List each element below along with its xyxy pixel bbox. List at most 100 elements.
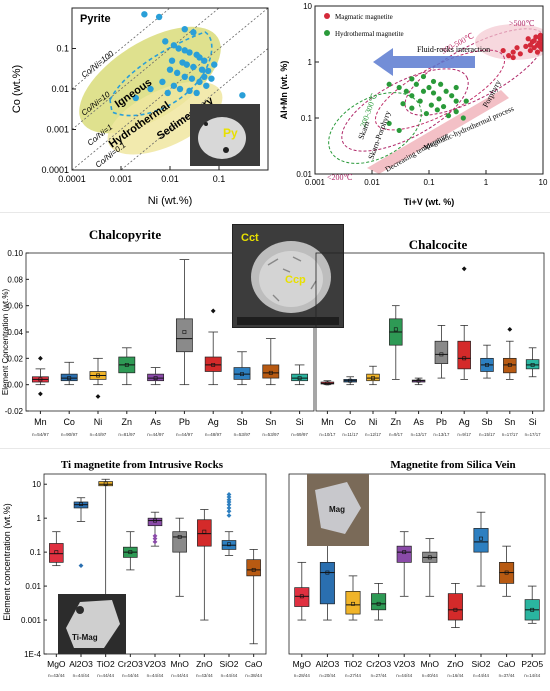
ti-magnetite-count-label: n=43/44	[48, 673, 65, 678]
magnetite-x-tick-label: 0.1	[423, 178, 435, 187]
pyrite-y-label: Co (wt.%)	[11, 65, 23, 113]
hydrothermal-point	[453, 109, 459, 115]
chalcopyrite-mean	[124, 363, 129, 367]
chalcopyrite-count-label: n=69/97	[291, 432, 308, 437]
chalcopyrite-category-label: As	[150, 417, 161, 427]
pyrite-x-tick-label: 0.1	[213, 174, 226, 184]
magnetite-silica-count-label: n=14/44	[524, 673, 541, 678]
hydrothermal-point	[423, 110, 429, 117]
ti-magnetite-panel: 1E-4 0.001 0.01 0.1 1 10 MgO n=43/44 Al2O3 n=44/4…	[0, 450, 275, 691]
ti-magnetite-mean	[177, 535, 182, 539]
pyrite-data-point	[193, 89, 200, 97]
magnetite-x-label: Ti+V (wt. %)	[404, 197, 455, 207]
magmatic-point	[537, 43, 543, 49]
mag-inset-image: Mag	[307, 474, 369, 546]
chalcopyrite-count-label: n=44/97	[147, 432, 164, 437]
chalcopyrite-y-tick-label: -0.02	[5, 407, 24, 416]
magnetite-silica-box-Cr2O3	[371, 593, 387, 611]
magnetite-silica-category-label: Al2O3	[316, 659, 340, 669]
chalcocite-mean	[462, 356, 467, 361]
ti-magnetite-mean	[227, 542, 231, 547]
ti-magnetite-count-label: n=44/44	[147, 673, 164, 678]
pyrite-data-point	[196, 78, 203, 86]
hydrothermal-point	[417, 98, 423, 104]
ti-magnetite-category-label: Al2O3	[69, 659, 93, 669]
hydrothermal-point	[386, 81, 392, 87]
chalcocite-count-label: n=17/17	[525, 432, 542, 437]
chalcopyrite-y-tick-label: 0.00	[7, 381, 23, 390]
ti-magnetite-category-label: Cr2O3	[118, 659, 143, 669]
ti-magnetite-count-label: n=44/44	[122, 673, 139, 678]
chalcocite-count-label: n=11/17	[342, 432, 358, 437]
chalcopyrite-panel: -0.02 0.00 0.02 0.04 0.06 0.08 0.10 Mn n=54/97 Co…	[0, 215, 320, 445]
chalcopyrite-box-Si	[291, 373, 309, 382]
chalcocite-count-label: n=12/17	[365, 432, 382, 437]
field-label-fluid-rocks: Fluid-rocks interaction	[417, 45, 490, 54]
pyrite-data-point	[208, 75, 215, 82]
chalcocite-count-label: n=13/17	[433, 432, 450, 437]
skarn-porphyry-field	[341, 68, 469, 152]
ti-magnetite-category-label: MnO	[170, 659, 189, 669]
mag-inset-label: Mag	[329, 505, 345, 514]
hydrothermal-point	[453, 98, 459, 104]
magnetite-x-tick-label: 0.001	[305, 178, 326, 187]
ti-magnetite-y-label: Element concentration (wt.%)	[2, 503, 12, 621]
chalcocite-category-label: Sb	[481, 417, 492, 427]
hydrothermal-point	[396, 84, 402, 91]
pyrite-x-label: Ni (wt.%)	[148, 195, 193, 207]
pyrite-data-point	[211, 61, 218, 68]
ti-magnetite-outlier	[226, 494, 232, 500]
magnetite-y-tick-label: 10	[303, 2, 312, 11]
magnetite-silica-mean	[530, 607, 535, 612]
chalcocite-category-label: Ni	[369, 417, 378, 427]
row-divider-2	[0, 448, 550, 449]
magnetite-silica-mean	[427, 555, 432, 560]
chalcocite-category-label: Co	[344, 417, 356, 427]
magmatic-point	[525, 36, 531, 42]
magnetite-silica-title: Magnetite from Silica Vein	[390, 459, 515, 471]
pyrite-data-point	[201, 73, 208, 81]
ti-magnetite-outlier	[226, 492, 232, 497]
magnetite-discrimination-panel: 0.001 0.01 0.1 1 10 0.01 0.1 1 10 Magmatic magne…	[275, 0, 550, 208]
chalcocite-chart: Mn n=10/17 Co n=11/17 Ni n=12/17 Zn n=9/17 As n=1…	[315, 237, 545, 437]
chalcopyrite-y-tick-label: 0.02	[7, 354, 23, 363]
magmatic-point	[517, 51, 523, 57]
chalcocite-count-label: n=10/17	[319, 432, 336, 437]
magnetite-silica-mean	[504, 570, 509, 575]
chalcocite-mean	[393, 327, 398, 332]
chalcopyrite-count-label: n=53/97	[234, 432, 251, 437]
pyrite-data-point	[239, 92, 246, 99]
pyrite-data-point	[147, 85, 154, 93]
chalcocite-box-Pb	[434, 340, 449, 364]
magnetite-silica-category-label: SiO2	[472, 659, 491, 669]
magnetite-silica-count-label: n=44/44	[396, 673, 413, 678]
inset-label-cct: Cct	[241, 232, 259, 244]
hydrothermal-point	[420, 73, 427, 80]
porphyry-field	[404, 28, 543, 116]
chalcocite-category-label: As	[413, 417, 424, 427]
chalcopyrite-category-label: Sb	[236, 417, 247, 427]
hydrothermal-point	[449, 93, 455, 99]
chalcocite-category-label: Ag	[459, 417, 470, 427]
chalcopyrite-outlier	[95, 394, 101, 399]
chalcocite-category-label: Zn	[391, 417, 402, 427]
magnetite-silica-box-Al2O3	[319, 562, 335, 605]
chalcopyrite-y-tick-label: 0.08	[7, 275, 23, 284]
pyrite-y-tick-label: 0.01	[51, 84, 69, 94]
magnetite-silica-count-label: n=27/44	[371, 673, 388, 678]
magnetite-silica-mean	[402, 550, 407, 555]
chalcopyrite-outlier	[38, 355, 43, 361]
chalcocite-plot-frame	[315, 252, 545, 412]
ti-magnetite-category-label: CaO	[245, 659, 263, 669]
chalcocite-mean	[485, 363, 489, 367]
hydrothermal-point	[409, 76, 415, 82]
pyrite-data-point	[183, 61, 190, 68]
ti-magnetite-count-label: n=43/44	[196, 673, 213, 678]
chalcopyrite-mean	[182, 330, 187, 334]
chalcocite-mean	[507, 363, 512, 367]
magmatic-point	[510, 54, 516, 61]
chalcopyrite-title: Chalcopyrite	[89, 227, 161, 242]
skarn-field	[328, 92, 422, 164]
chalcocite-mean	[439, 352, 444, 357]
chalcocite-box-Ni	[366, 373, 380, 382]
